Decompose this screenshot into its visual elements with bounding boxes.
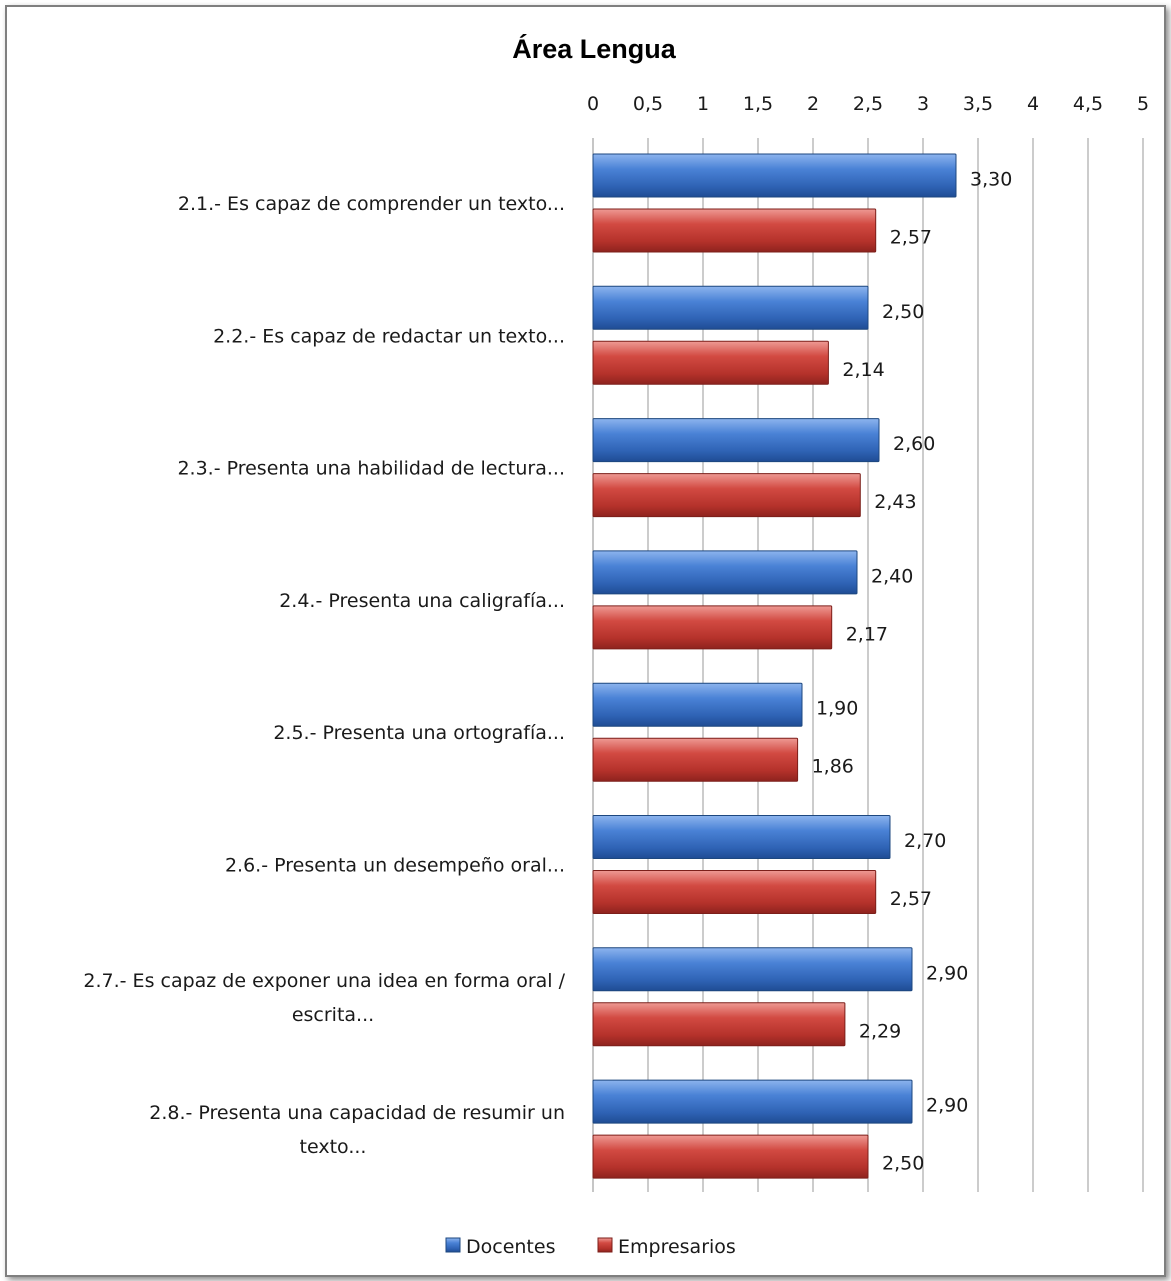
value-labels: 3,30 2,57 2,50 2,14 2,60 2,43 2,40 2,17 1,90 1,86… (812, 169, 1013, 1175)
bar-docentes (592, 815, 891, 859)
category-label: 2.6.- Presenta un desempeño oral... (225, 855, 565, 877)
category-label: 2.1.- Es capaz de comprender un texto... (178, 193, 565, 215)
x-tick-label: 2,5 (853, 93, 883, 115)
x-tick-label: 1,5 (743, 93, 773, 115)
x-tick-label: 4 (1027, 93, 1039, 115)
bar-docentes (592, 1079, 913, 1124)
category-label: 2.4.- Presenta una caligrafía... (279, 590, 565, 612)
bar-empresarios (592, 1002, 846, 1047)
category-label: 2.7.- Es capaz de exponer una idea en fo… (83, 970, 565, 992)
bar-docentes (592, 418, 880, 463)
bar-docentes (592, 947, 913, 992)
data-label: 2,50 (882, 1153, 924, 1175)
data-label: 2,70 (904, 830, 946, 852)
bar-empresarios (592, 1134, 869, 1179)
bar-empresarios (592, 473, 861, 518)
bar-docentes (592, 550, 858, 595)
category-label: 2.2.- Es capaz de redactar un texto... (213, 325, 565, 347)
bar-empresarios (592, 208, 877, 253)
bar-empresarios (592, 737, 799, 782)
data-label: 2,57 (890, 227, 932, 249)
bars (592, 153, 957, 1179)
bar-docentes (592, 285, 869, 330)
x-tick-label: 0 (587, 93, 599, 115)
legend-label-empresarios: Empresarios (618, 1236, 736, 1258)
data-label: 2,17 (846, 623, 888, 645)
x-tick-label: 4,5 (1073, 93, 1103, 115)
bar-empresarios (592, 605, 833, 650)
bar-empresarios (592, 870, 877, 914)
category-label: 2.5.- Presenta una ortografía... (273, 722, 565, 744)
x-tick-label: 0,5 (633, 93, 663, 115)
data-label: 1,90 (816, 698, 858, 720)
category-label: 2.3.- Presenta una habilidad de lectura.… (177, 458, 565, 480)
legend-swatch-empresarios (597, 1237, 613, 1253)
data-label: 2,43 (874, 491, 916, 513)
bar-docentes (592, 682, 803, 727)
bar-empresarios (592, 340, 829, 385)
category-labels: 2.1.- Es capaz de comprender un texto...… (83, 193, 565, 1158)
legend-label-docentes: Docentes (466, 1236, 555, 1258)
legend-swatch-docentes (445, 1237, 461, 1253)
x-tick-label: 1 (697, 93, 709, 115)
data-label: 1,86 (812, 756, 854, 778)
legend: Docentes Empresarios (445, 1236, 736, 1258)
data-label: 3,30 (970, 169, 1012, 191)
data-label: 2,90 (926, 1095, 968, 1117)
bar-docentes (592, 153, 957, 198)
data-label: 2,60 (893, 433, 935, 455)
x-tick-label: 5 (1137, 93, 1149, 115)
category-label: escrita... (292, 1004, 374, 1026)
data-label: 2,90 (926, 962, 968, 984)
data-label: 2,57 (890, 888, 932, 910)
chart-frame (5, 5, 1166, 1277)
x-tick-label: 3,5 (963, 93, 993, 115)
data-label: 2,14 (842, 359, 884, 381)
category-label: texto... (300, 1136, 367, 1158)
data-label: 2,50 (882, 301, 924, 323)
chart-title: Área Lengua (512, 33, 677, 64)
data-label: 2,40 (871, 565, 913, 587)
data-label: 2,29 (859, 1020, 901, 1042)
category-label: 2.8.- Presenta una capacidad de resumir … (149, 1102, 565, 1124)
x-axis-ticks: 0 0,5 1 1,5 2 2,5 3 3,5 4 4,5 5 (587, 93, 1149, 115)
x-tick-label: 3 (917, 93, 929, 115)
x-tick-label: 2 (807, 93, 819, 115)
